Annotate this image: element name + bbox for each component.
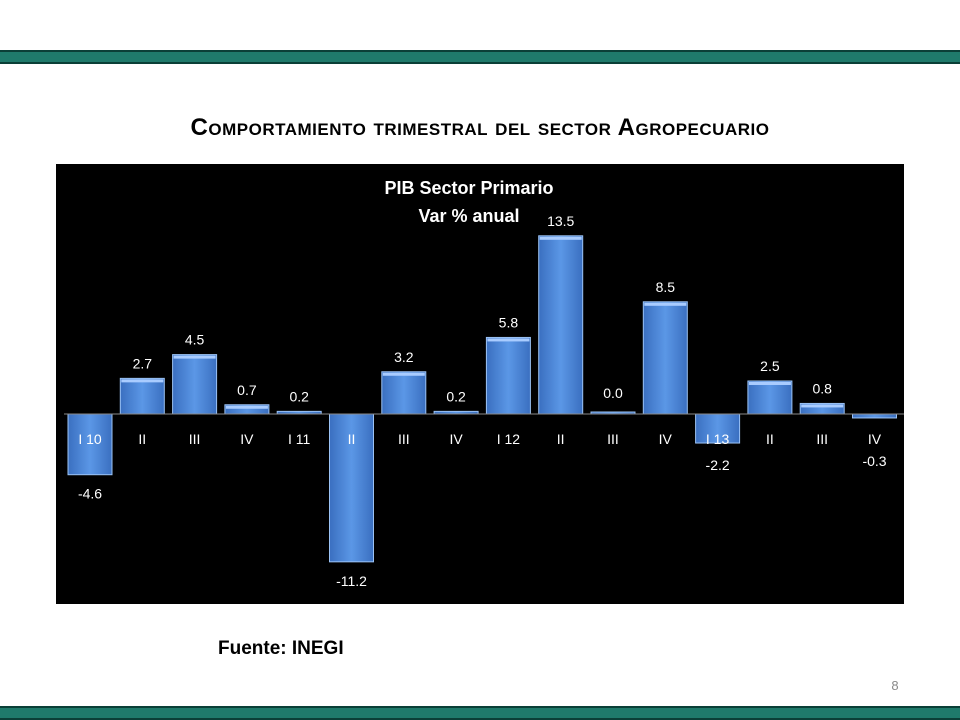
bar xyxy=(695,413,741,444)
slide-title: Comportamiento trimestral del sector Agr… xyxy=(190,114,770,141)
bar xyxy=(172,354,218,415)
x-tick-label: IV xyxy=(449,431,463,447)
bottom-accent-band xyxy=(0,706,960,720)
bar-highlight xyxy=(801,404,844,408)
bar-highlight xyxy=(539,236,582,240)
bar xyxy=(67,413,113,476)
bar-value-label: 0.8 xyxy=(812,380,832,396)
bar-value-label: 0.7 xyxy=(237,382,257,398)
x-tick-label: I 10 xyxy=(78,431,102,447)
bar xyxy=(642,301,688,415)
page-number: 8 xyxy=(891,678,899,693)
x-tick-label: II xyxy=(557,431,565,447)
x-tick-label: I 12 xyxy=(497,431,521,447)
chart-panel: PIB Sector Primario Var % anual I 10 -4.6… xyxy=(56,164,904,604)
bar-value-label: -0.3 xyxy=(862,453,886,469)
bar xyxy=(119,377,165,415)
bar-value-label: 0.2 xyxy=(289,388,309,404)
bar xyxy=(485,336,531,415)
x-tick-label: I 11 xyxy=(288,431,311,447)
top-accent-band xyxy=(0,50,960,64)
chart-title: PIB Sector Primario xyxy=(384,178,553,198)
x-tick-label: III xyxy=(607,431,619,447)
bar xyxy=(852,413,897,419)
bar xyxy=(747,380,793,415)
x-tick-label: II xyxy=(138,431,146,447)
x-tick-label: IV xyxy=(659,431,673,447)
bar-value-label: -2.2 xyxy=(706,457,730,473)
bar-value-label: 3.2 xyxy=(394,349,414,365)
bar xyxy=(329,413,374,563)
bar-highlight xyxy=(225,405,268,409)
bar-highlight xyxy=(487,338,530,342)
bar-value-label: 4.5 xyxy=(185,332,205,348)
bar-highlight xyxy=(382,372,425,376)
bar-highlight xyxy=(748,382,791,385)
x-tick-label: III xyxy=(189,431,201,447)
bar-highlight xyxy=(644,302,687,306)
bar-value-label: -11.2 xyxy=(336,573,367,589)
x-tick-label: II xyxy=(348,431,356,447)
bar-highlight xyxy=(173,355,216,359)
labels-layer: I 10 -4.6 II 2.7 III 4.5 IV 0.7 I 11 0.2 II -11.2 II… xyxy=(78,213,887,589)
x-tick-label: II xyxy=(766,431,774,447)
bar-value-label: 2.7 xyxy=(133,355,153,371)
bars-layer xyxy=(67,235,897,563)
bar-value-label: 5.8 xyxy=(499,314,519,330)
bar-value-label: 0.2 xyxy=(446,388,466,404)
x-tick-label: IV xyxy=(868,431,882,447)
x-tick-label: III xyxy=(398,431,410,447)
x-tick-label: III xyxy=(816,431,828,447)
bar-chart: PIB Sector Primario Var % anual I 10 -4.6… xyxy=(64,178,904,589)
x-tick-label: IV xyxy=(240,431,254,447)
bar-highlight xyxy=(121,379,164,383)
bar-value-label: 0.0 xyxy=(603,385,623,401)
x-tick-label: I 13 xyxy=(706,431,730,447)
chart-subtitle: Var % anual xyxy=(418,206,519,226)
source-note: Fuente: INEGI xyxy=(218,638,344,659)
bar-value-label: 13.5 xyxy=(547,213,574,229)
bar-value-label: 8.5 xyxy=(656,279,676,295)
bar xyxy=(538,235,584,415)
bar-value-label: -4.6 xyxy=(78,486,102,502)
bar xyxy=(381,371,427,415)
bar-value-label: 2.5 xyxy=(760,358,780,374)
